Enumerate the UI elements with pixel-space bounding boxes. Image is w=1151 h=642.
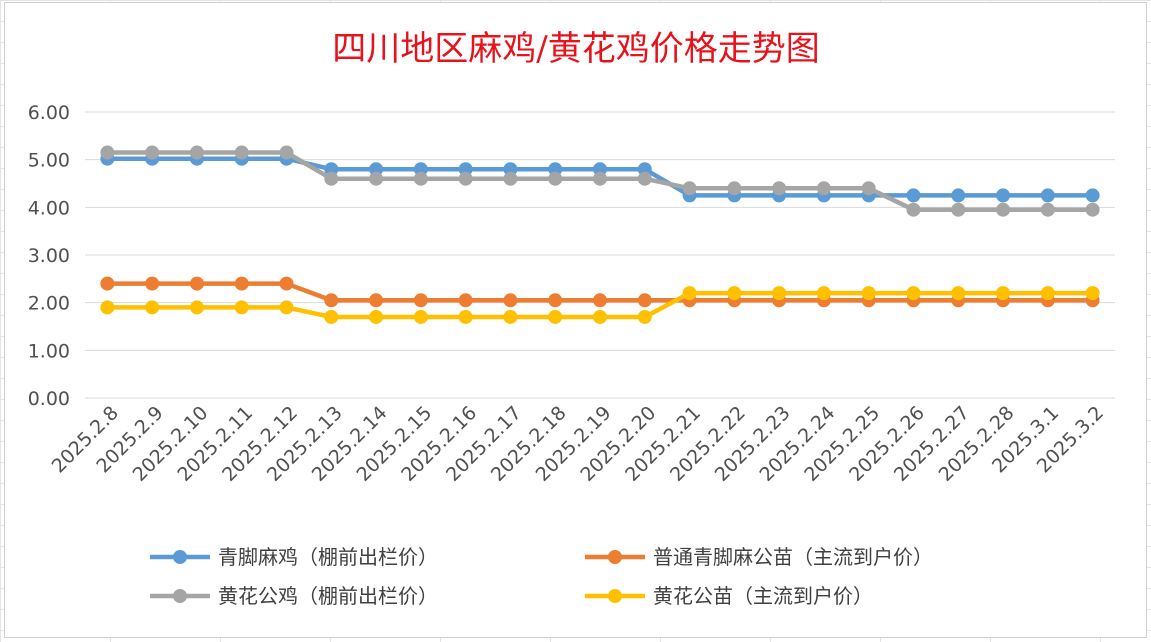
data-point <box>951 188 966 203</box>
series-lines <box>100 145 1100 324</box>
data-point <box>234 300 249 315</box>
data-point <box>727 181 742 196</box>
legend-item: 青脚麻鸡（棚前出栏价） <box>150 545 438 569</box>
y-tick-label: 0.00 <box>28 388 70 410</box>
data-point <box>503 171 518 186</box>
data-point <box>279 300 294 315</box>
series-2 <box>100 276 1100 308</box>
y-tick-label: 1.00 <box>28 340 70 362</box>
data-point <box>369 309 384 324</box>
data-point <box>1085 188 1100 203</box>
legend-swatch-marker <box>608 589 622 603</box>
legend: 青脚麻鸡（棚前出栏价） 普通青脚麻公苗（主流到户价） 黄花公鸡（棚前出栏价） 黄花公苗… <box>150 545 933 608</box>
data-point <box>727 286 742 301</box>
data-point <box>682 181 697 196</box>
chart-area[interactable] <box>4 2 1147 638</box>
data-point <box>816 181 831 196</box>
data-point <box>1040 286 1055 301</box>
data-point <box>1040 202 1055 217</box>
data-point <box>951 286 966 301</box>
data-point <box>279 276 294 291</box>
legend-item: 黄花公苗（主流到户价） <box>585 584 873 608</box>
data-point <box>503 293 518 308</box>
data-point <box>861 286 876 301</box>
y-tick-label: 4.00 <box>28 197 70 219</box>
data-point <box>145 145 160 160</box>
series-3 <box>100 145 1100 217</box>
data-point <box>637 309 652 324</box>
legend-label: 青脚麻鸡（棚前出栏价） <box>218 545 438 569</box>
data-point <box>369 171 384 186</box>
data-point <box>682 286 697 301</box>
legend-item: 普通青脚麻公苗（主流到户价） <box>585 545 933 569</box>
data-point <box>189 145 204 160</box>
chart-title: 四川地区麻鸡/黄花鸡价格走势图 <box>332 29 819 69</box>
data-point <box>458 309 473 324</box>
data-point <box>234 276 249 291</box>
data-point <box>189 276 204 291</box>
legend-swatch-marker <box>173 550 187 564</box>
data-point <box>413 309 428 324</box>
y-tick-label: 5.00 <box>28 150 70 172</box>
data-point <box>593 309 607 324</box>
legend-label: 黄花公鸡（棚前出栏价） <box>218 584 438 608</box>
legend-item: 黄花公鸡（棚前出栏价） <box>150 584 438 608</box>
data-point <box>1085 286 1100 301</box>
data-point <box>1040 188 1055 203</box>
data-point <box>189 300 204 315</box>
y-tick-label: 6.00 <box>28 102 70 124</box>
legend-label: 黄花公苗（主流到户价） <box>653 584 873 608</box>
data-point <box>593 171 607 186</box>
y-tick-label: 3.00 <box>28 245 70 267</box>
data-point <box>593 293 607 308</box>
data-point <box>772 286 787 301</box>
data-point <box>906 202 921 217</box>
data-point <box>413 293 428 308</box>
data-point <box>100 145 115 160</box>
x-axis-ticks: 2025.2.82025.2.92025.2.102025.2.112025.2… <box>48 402 1109 486</box>
legend-swatch-marker <box>608 550 622 564</box>
data-point <box>145 276 160 291</box>
data-point <box>413 171 428 186</box>
data-point <box>906 286 921 301</box>
data-point <box>1085 202 1100 217</box>
data-point <box>324 171 339 186</box>
data-point <box>996 202 1011 217</box>
data-point <box>324 309 339 324</box>
data-point <box>458 171 473 186</box>
data-point <box>637 171 652 186</box>
data-point <box>548 293 563 308</box>
data-point <box>861 181 876 196</box>
data-point <box>458 293 473 308</box>
data-point <box>951 202 966 217</box>
data-point <box>145 300 160 315</box>
data-point <box>234 145 249 160</box>
data-point <box>996 286 1011 301</box>
data-point <box>906 188 921 203</box>
y-tick-label: 2.00 <box>28 293 70 315</box>
data-point <box>279 145 294 160</box>
data-point <box>503 309 518 324</box>
legend-label: 普通青脚麻公苗（主流到户价） <box>653 545 933 569</box>
data-point <box>100 276 115 291</box>
data-point <box>816 286 831 301</box>
data-point <box>637 293 652 308</box>
data-point <box>548 309 563 324</box>
data-point <box>996 188 1011 203</box>
data-point <box>369 293 384 308</box>
y-axis-ticks: 0.00 1.00 2.00 3.00 4.00 5.00 6.00 <box>28 102 70 410</box>
series-4 <box>100 286 1100 324</box>
data-point <box>548 171 563 186</box>
legend-swatch-marker <box>173 589 187 603</box>
data-point <box>100 300 115 315</box>
data-point <box>324 293 339 308</box>
data-point <box>772 181 787 196</box>
